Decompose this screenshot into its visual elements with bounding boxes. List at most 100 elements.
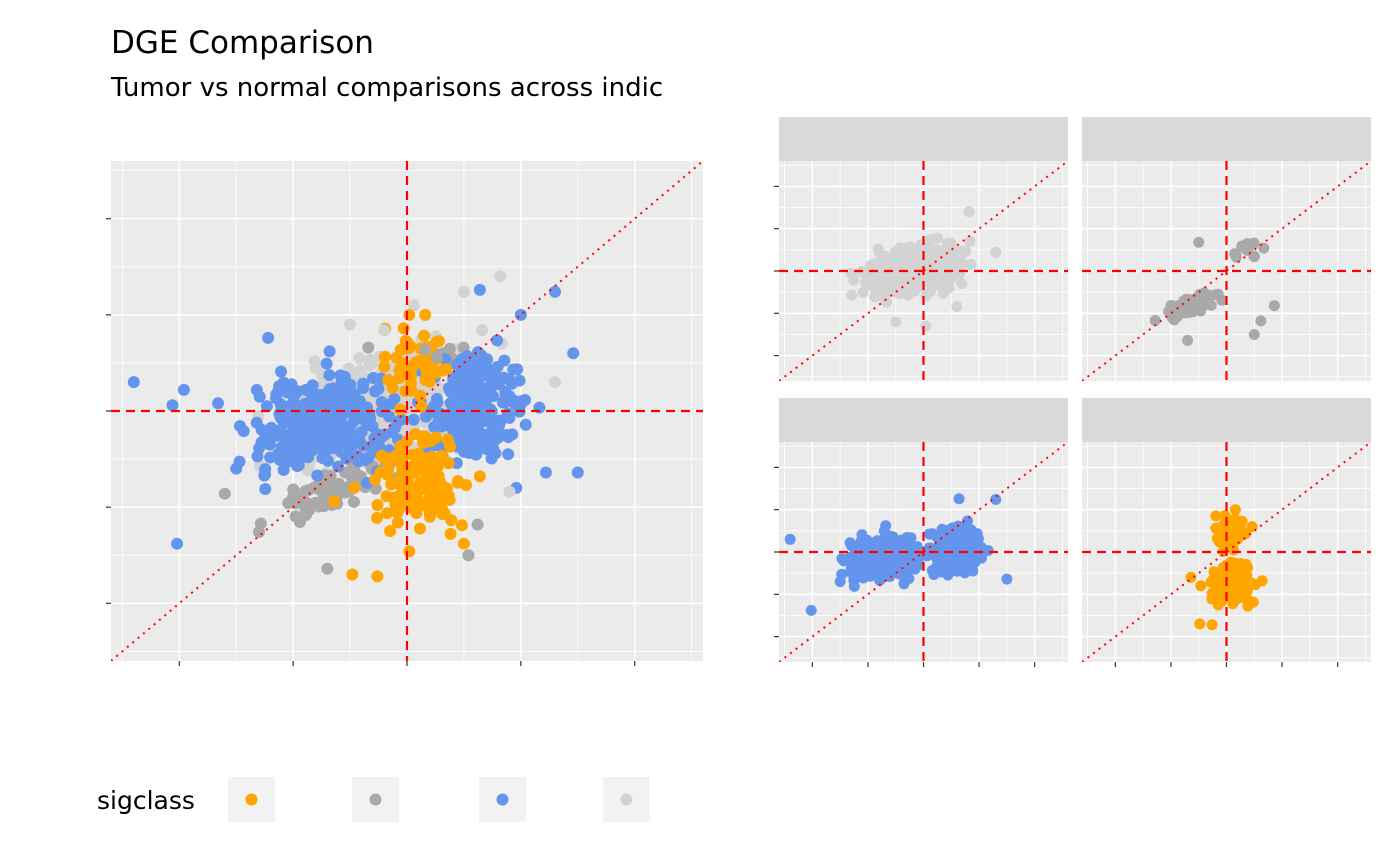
point-crc <box>491 334 504 347</box>
point-crc <box>935 566 947 578</box>
point-none <box>890 278 902 290</box>
panel-CRC <box>774 398 1068 667</box>
point-blca <box>460 478 473 491</box>
reference-lines <box>1082 442 1371 662</box>
point-crc <box>959 553 971 565</box>
point-blca <box>436 364 449 377</box>
point-blca <box>419 373 432 386</box>
point-blca <box>419 308 432 321</box>
point-none <box>353 352 366 365</box>
point-blca <box>444 440 457 453</box>
point-blca <box>1206 619 1218 631</box>
point-crc <box>511 363 524 376</box>
point-blca <box>1237 566 1249 578</box>
point-blca <box>1236 515 1248 527</box>
point-crc <box>874 574 886 586</box>
point-crc <box>466 407 479 420</box>
point-crc <box>332 460 345 473</box>
point-crc <box>836 553 848 565</box>
point-none <box>882 254 894 266</box>
point-crc <box>364 412 377 425</box>
point-blca <box>392 495 405 508</box>
reference-lines <box>779 442 1068 662</box>
point-blca <box>371 499 384 512</box>
point-none <box>378 324 391 337</box>
point-blca <box>378 350 391 363</box>
point-crc <box>886 533 898 545</box>
point-none <box>867 278 879 290</box>
point-crc <box>1001 573 1013 585</box>
point-none <box>846 289 858 301</box>
point-crc <box>274 424 287 437</box>
point-blca <box>473 470 486 483</box>
point-none <box>927 245 939 257</box>
point-blca <box>426 451 439 464</box>
point-both <box>321 562 334 575</box>
point-crc <box>322 433 335 446</box>
point-crc <box>324 383 337 396</box>
point-crc <box>372 382 385 395</box>
point-none <box>857 287 869 299</box>
point-crc <box>931 531 943 543</box>
point-crc <box>506 428 519 441</box>
point-crc <box>306 379 319 392</box>
point-blca <box>391 516 404 529</box>
point-blca <box>378 360 391 373</box>
point-crc <box>262 437 275 450</box>
point-crc <box>259 483 272 496</box>
point-crc <box>325 402 338 415</box>
point-crc <box>465 425 478 438</box>
point-crc <box>253 442 266 455</box>
point-none <box>944 254 956 266</box>
point-crc <box>990 494 1002 506</box>
point-blca <box>1225 566 1237 578</box>
point-crc <box>946 533 958 545</box>
point-blca <box>1219 510 1231 522</box>
point-blca <box>1256 575 1268 587</box>
point-both <box>362 341 375 354</box>
point-none <box>963 206 975 218</box>
legend-item-none <box>603 777 650 822</box>
point-crc <box>567 347 580 360</box>
point-crc <box>259 468 272 481</box>
point-crc <box>847 554 859 566</box>
point-blca <box>384 525 397 538</box>
point-both <box>299 498 312 511</box>
point-crc <box>477 382 490 395</box>
point-crc <box>454 388 467 401</box>
point-blca <box>445 514 458 527</box>
point-crc <box>975 552 987 564</box>
point-blca <box>1208 573 1220 585</box>
point-crc <box>478 392 491 405</box>
point-blca <box>393 403 406 416</box>
diagonal-identity-line <box>111 161 703 661</box>
point-blca <box>371 570 384 583</box>
panel-BLCA <box>1082 398 1371 667</box>
point-crc <box>878 525 890 537</box>
point-both <box>1193 236 1205 248</box>
point-crc <box>281 455 294 468</box>
legend: sigclass <box>97 777 650 822</box>
point-crc <box>444 397 457 410</box>
point-none <box>549 376 561 389</box>
point-crc <box>854 540 866 552</box>
point-none <box>903 251 915 263</box>
point-crc <box>427 400 440 413</box>
point-both <box>315 484 328 497</box>
diagonal-identity-line <box>779 442 1068 662</box>
point-both <box>419 343 432 356</box>
point-blca <box>410 506 423 519</box>
point-both <box>1210 289 1222 301</box>
point-crc <box>473 283 486 296</box>
point-crc <box>320 357 333 370</box>
point-crc <box>845 562 857 574</box>
point-crc <box>513 374 526 387</box>
point-crc <box>912 553 924 565</box>
point-both <box>471 518 484 531</box>
point-none <box>990 246 1002 258</box>
point-blca <box>442 489 455 502</box>
point-blca <box>403 545 416 558</box>
point-both <box>1241 241 1253 253</box>
point-crc <box>571 466 584 479</box>
point-blca <box>380 490 393 503</box>
